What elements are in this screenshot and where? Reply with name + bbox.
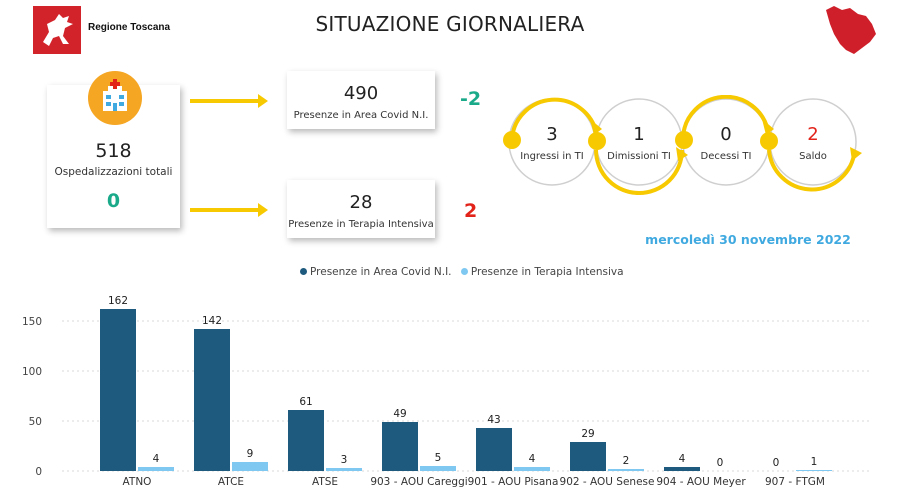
legend-label: Presenze in Area Covid N.I. — [310, 266, 452, 278]
x-tick-label: 904 - AOU Meyer — [656, 476, 746, 488]
dimissioni-ti-value: 1 — [633, 124, 645, 145]
bar — [420, 466, 456, 471]
area-covid-label: Presenze in Area Covid N.I. — [293, 110, 429, 121]
arrow-head-icon — [676, 147, 688, 161]
arrow-head-icon — [850, 147, 862, 161]
bar — [796, 470, 832, 471]
total-hospitalizations-delta: 0 — [106, 190, 121, 212]
chart-legend: Presenze in Area Covid N.I. Presenze in … — [300, 266, 630, 278]
bar — [476, 428, 512, 471]
area-covid-value: 490 — [343, 83, 379, 104]
data-label: 5 — [435, 452, 442, 464]
y-tick-label: 0 — [35, 466, 42, 478]
regione-toscana-logo — [33, 6, 81, 54]
legend-dot-icon — [460, 267, 468, 275]
bar — [570, 442, 606, 471]
data-label: 162 — [108, 295, 128, 307]
terapia-intensiva-label: Presenze in Terapia Intensiva — [288, 219, 434, 230]
data-label: 49 — [393, 408, 406, 420]
flow-arrows — [190, 94, 268, 217]
icu-flow-diagram — [503, 95, 862, 195]
bar — [194, 329, 230, 471]
data-label: 4 — [679, 453, 686, 465]
page-title: SITUAZIONE GIORNALIERA — [315, 12, 585, 36]
y-tick-label: 100 — [22, 366, 42, 378]
pegasus-icon — [43, 14, 73, 46]
flow-dot-icon — [760, 132, 778, 150]
bar — [514, 467, 550, 471]
x-tick-label: 902 - AOU Senese — [560, 476, 655, 488]
terapia-intensiva-card: 28 Presenze in Terapia Intensiva — [287, 180, 435, 238]
x-tick-label: ATSE — [312, 476, 338, 488]
dimissioni-ti-label: Dimissioni TI — [607, 151, 671, 162]
bar — [326, 468, 362, 471]
area-covid-card: 490 Presenze in Area Covid N.I. — [287, 71, 435, 129]
arrow-head-icon — [590, 119, 602, 135]
terapia-intensiva-value: 28 — [349, 192, 373, 213]
arrow-head-icon — [762, 119, 774, 135]
data-label: 0 — [773, 457, 780, 469]
x-tick-label: 903 - AOU Careggi — [370, 476, 467, 488]
total-hospitalizations-label: Ospedalizzazioni totali — [54, 166, 173, 178]
data-label: 3 — [341, 454, 348, 466]
flow-dot-icon — [588, 132, 606, 150]
legend-dot-icon — [300, 267, 307, 275]
data-label: 142 — [202, 315, 222, 327]
data-label: 2 — [623, 455, 630, 467]
data-label: 0 — [717, 457, 724, 469]
legend-item-terapia-intensiva: Presenze in Terapia Intensiva — [460, 266, 624, 278]
bar — [232, 462, 268, 471]
data-label: 4 — [153, 453, 160, 465]
x-tick-label: 907 - FTGM — [765, 476, 825, 488]
y-tick-label: 150 — [22, 316, 42, 328]
bar — [288, 410, 324, 471]
saldo-value: 2 — [807, 124, 819, 145]
x-tick-label: ATCE — [218, 476, 244, 488]
bar — [382, 422, 418, 471]
arrow-right-icon — [190, 94, 268, 108]
decessi-ti-label: Decessi TI — [700, 151, 752, 162]
area-covid-delta: -2 — [460, 88, 482, 110]
data-label: 1 — [811, 456, 818, 468]
tuscany-map-icon — [822, 4, 878, 56]
terapia-intensiva-delta: 2 — [464, 200, 478, 222]
bar — [100, 309, 136, 471]
data-label: 43 — [487, 414, 500, 426]
total-hospitalizations-value: 518 — [95, 140, 132, 162]
legend-label: Presenze in Terapia Intensiva — [470, 266, 624, 278]
bar — [608, 469, 644, 471]
hospital-icon — [88, 71, 142, 125]
legend-item-area-covid: Presenze in Area Covid N.I. — [300, 266, 452, 278]
flow-dot-icon — [675, 131, 693, 149]
data-label: 29 — [581, 428, 594, 440]
x-tick-label: ATNO — [123, 476, 152, 488]
ingressi-ti-value: 3 — [546, 124, 558, 145]
org-name: Regione Toscana — [88, 22, 171, 33]
report-date: mercoledì 30 novembre 2022 — [645, 232, 851, 247]
data-label: 9 — [247, 448, 254, 460]
bar — [138, 467, 174, 471]
ingressi-ti-label: Ingressi in TI — [520, 151, 584, 162]
arrow-right-icon — [190, 203, 268, 217]
data-label: 4 — [529, 453, 536, 465]
data-label: 61 — [299, 396, 312, 408]
decessi-ti-value: 0 — [720, 124, 732, 145]
y-tick-label: 50 — [29, 416, 42, 428]
bar — [664, 467, 700, 471]
x-tick-label: 901 - AOU Pisana — [468, 476, 559, 488]
flow-dot-icon — [503, 131, 521, 149]
saldo-label: Saldo — [799, 151, 827, 162]
